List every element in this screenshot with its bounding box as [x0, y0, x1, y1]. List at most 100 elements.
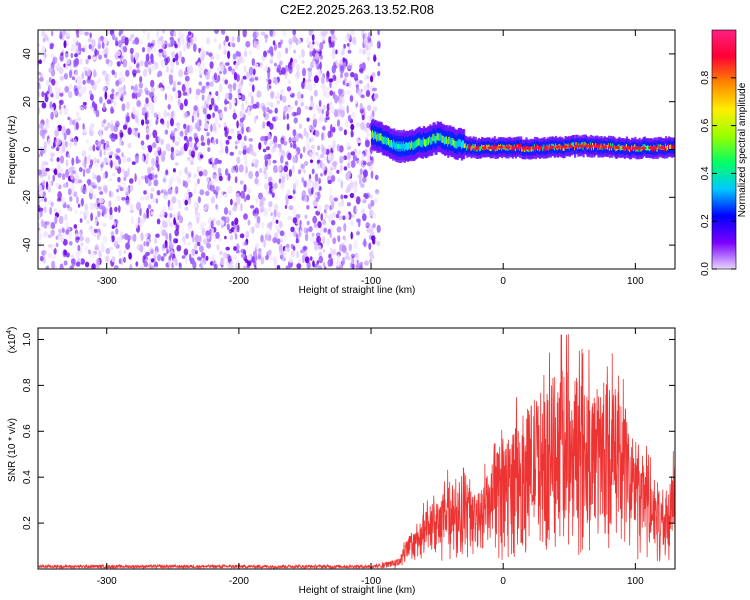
spectrogram-noise-cell — [171, 196, 177, 204]
spectrogram-noise-cell — [238, 150, 242, 156]
spectrogram-noise-cell — [134, 130, 138, 137]
spectrogram-noise-cell — [228, 210, 231, 216]
spectrogram-noise-cell — [70, 47, 74, 52]
spectrogram-noise-cell — [132, 40, 135, 45]
scale-factor-close: ) — [7, 327, 18, 330]
spectrogram-noise-cell — [335, 213, 340, 219]
spectrogram-noise-cell — [215, 90, 219, 97]
spectrogram-noise-cell — [325, 110, 330, 117]
spectrogram-noise-cell — [275, 219, 279, 224]
spectrogram-noise-cell — [339, 263, 343, 269]
spectrogram-noise-cell — [304, 84, 309, 90]
spectrogram-noise-cell — [286, 172, 289, 181]
spectrogram-noise-cell — [173, 30, 177, 38]
spectrogram-noise-cell — [89, 225, 93, 230]
spectrogram-noise-cell — [204, 135, 207, 142]
spectrogram-noise-cell — [251, 95, 254, 105]
spectrogram-noise-cell — [157, 254, 162, 262]
spectrogram-noise-cell — [191, 115, 195, 123]
spectrogram-noise-cell — [317, 159, 321, 164]
spectrogram-noise-cell — [102, 235, 108, 244]
spectrogram-noise-cell — [128, 252, 132, 260]
spectrogram-noise-cell — [317, 107, 322, 114]
spectrogram-noise-cell — [170, 68, 174, 74]
spectrogram-noise-cell — [235, 196, 241, 206]
spectrogram-noise-cell — [361, 114, 365, 121]
spectrogram-noise-cell — [230, 198, 233, 206]
spectrogram-noise-cell — [74, 118, 78, 124]
spectrogram-noise-cell — [116, 165, 119, 169]
colorbar-ticks: 0.0 0.2 0.4 0.6 0.8 — [700, 70, 736, 276]
spectrogram-noise-cell — [286, 86, 292, 92]
spectrogram-noise-cell — [248, 138, 253, 142]
spectrogram-noise-cell — [338, 95, 343, 105]
spectrogram-noise-cell — [83, 66, 89, 71]
spectrogram-noise-cell — [336, 169, 340, 174]
spectrogram-noise-cell — [196, 142, 201, 148]
spectrogram-noise-cell — [169, 175, 175, 183]
spectrogram-noise-cell — [152, 64, 157, 71]
spectrogram-noise-cell — [160, 209, 165, 218]
spectrogram-noise-cell — [213, 236, 217, 243]
spectrogram-noise-cell — [157, 136, 161, 143]
spectrogram-noise-cell — [129, 178, 134, 184]
spectrogram-noise-cell — [60, 52, 64, 56]
spectrogram-noise-cell — [234, 233, 238, 240]
spectrogram-ridge-peak — [601, 145, 607, 149]
spectrogram-noise-cell — [167, 188, 173, 195]
spectrogram-noise-cell — [49, 83, 53, 92]
spectrogram-noise-cell — [243, 213, 248, 220]
spectrogram-noise-cell — [300, 101, 305, 107]
spectrogram-noise-cell — [125, 69, 130, 77]
spectrogram-noise-cell — [77, 203, 81, 208]
spectrogram-noise-cell — [102, 184, 108, 191]
spectrogram-noise-cell — [240, 253, 246, 259]
spectrogram-noise-cell — [292, 217, 298, 224]
spectrogram-noise-cell — [76, 76, 82, 85]
spectrogram-noise-cell — [362, 213, 367, 222]
spectrogram-noise-cell — [314, 244, 319, 251]
spectrogram-noise-cell — [174, 175, 180, 183]
spectrogram-noise-cell — [106, 99, 112, 105]
spectrogram-noise-cell — [96, 140, 102, 150]
spectrogram-noise-cell — [370, 170, 374, 179]
spectrogram-noise-cell — [346, 152, 352, 161]
spectrogram-noise-cell — [216, 244, 220, 251]
spectrogram-noise-cell — [195, 88, 201, 96]
spectrogram-noise-cell — [221, 30, 226, 35]
spectrogram-noise-cell — [359, 108, 364, 114]
spectrogram-noise-cell — [192, 261, 197, 269]
spectrogram-noise-cell — [198, 170, 203, 177]
spectrogram-noise-cell — [345, 213, 350, 220]
spectrogram-noise-cell — [166, 112, 170, 117]
spectrogram-noise-cell — [184, 128, 188, 136]
spectrogram-noise-cell — [51, 30, 54, 37]
spectrogram-noise-cell — [249, 143, 253, 151]
spectrogram-noise-cell — [92, 193, 97, 200]
spectrogram-noise-cell — [232, 254, 238, 261]
spectrogram-noise-cell — [38, 90, 41, 98]
spectrogram-noise-cell — [313, 223, 317, 228]
spectrogram-noise-cell — [85, 168, 91, 174]
spectrogram-noise-cell — [145, 232, 149, 238]
spectrogram-noise-cell — [165, 66, 169, 73]
spectrogram-noise-cell — [89, 159, 94, 167]
spectrogram-noise-cell — [75, 251, 81, 259]
spectrogram-noise-cell — [305, 131, 309, 139]
spectrogram-noise-cell — [184, 79, 190, 88]
spectrogram-noise-cell — [365, 89, 371, 97]
spectrogram-noise-cell — [296, 91, 302, 100]
spectrogram-noise-cell — [328, 213, 333, 222]
spectrogram-noise-cell — [141, 119, 145, 126]
spectrogram-noise-cell — [186, 65, 191, 73]
spectrogram-noise-cell — [96, 232, 101, 241]
spectrogram-noise-cell — [266, 146, 270, 151]
spectrogram-noise-cell — [327, 130, 332, 139]
spectrogram-noise-cell — [255, 31, 260, 37]
spectrogram-noise-cell — [313, 75, 319, 84]
spectrogram-noise-cell — [346, 184, 351, 193]
spectrogram-noise-cell — [374, 191, 380, 196]
spectrogram-noise-cell — [175, 212, 179, 222]
colorbar-tick-label: 0.0 — [700, 262, 711, 276]
spectrogram-noise-cell — [255, 197, 258, 204]
